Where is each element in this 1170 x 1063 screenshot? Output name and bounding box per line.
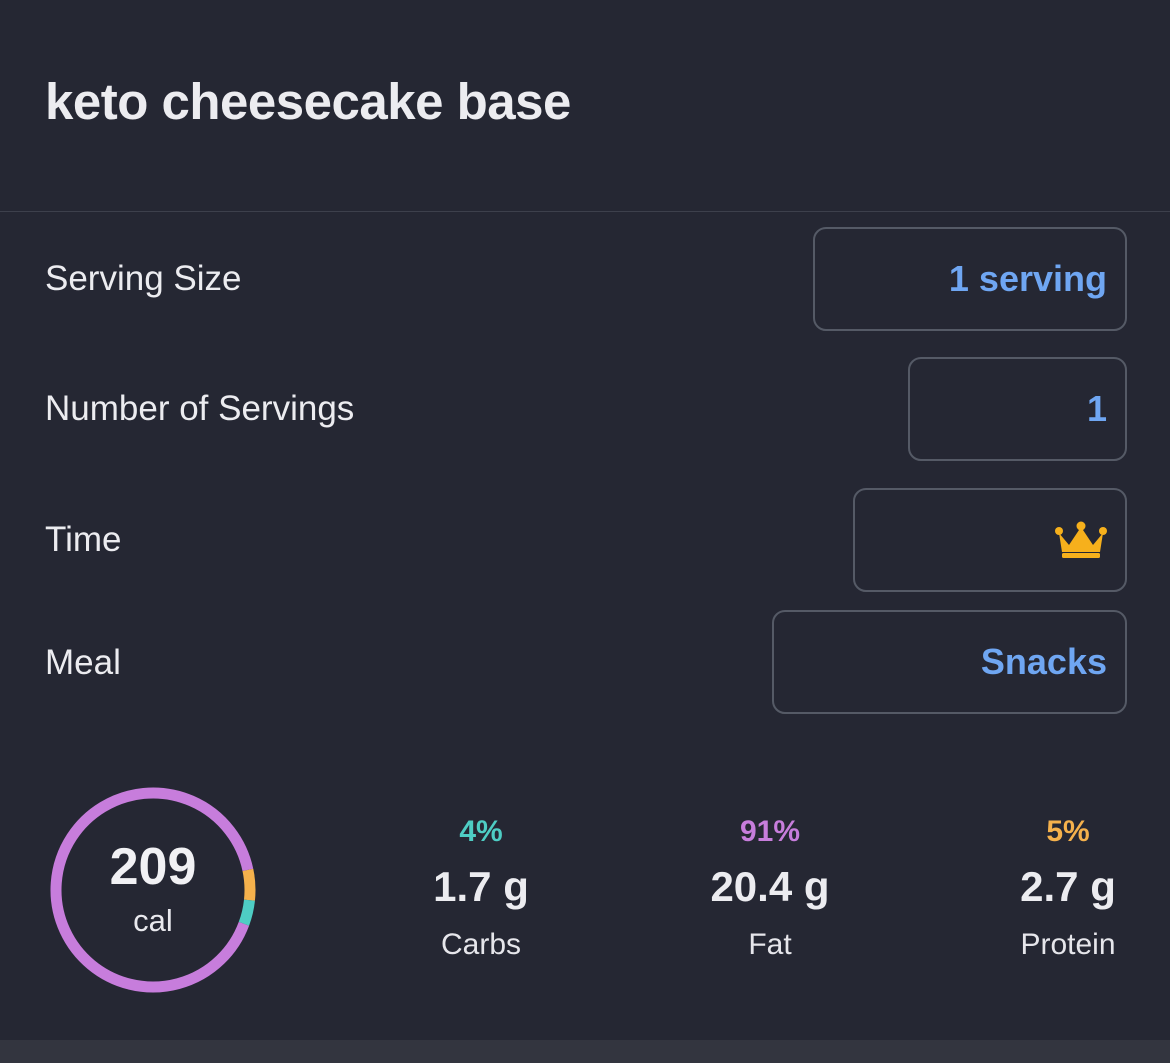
- ring-arc-fat: [50, 787, 254, 993]
- fat-percent: 91%: [739, 815, 801, 848]
- ring-arc-protein: [242, 868, 256, 901]
- carbs-grams: 1.7 g: [433, 863, 529, 910]
- fat-grams: 20.4 g: [710, 863, 830, 910]
- protein-grams: 2.7 g: [1020, 863, 1116, 910]
- time-field[interactable]: [853, 488, 1127, 592]
- serving-size-field[interactable]: 1 serving: [813, 227, 1127, 331]
- ring-arc-carbs: [238, 899, 255, 926]
- calorie-value: 209: [109, 838, 197, 896]
- fat-label: Fat: [748, 928, 792, 961]
- macro-fat: 91% 20.4 g Fat: [670, 815, 870, 965]
- meal-value: Snacks: [980, 641, 1107, 682]
- number-of-servings-value: 1: [1086, 388, 1107, 429]
- carbs-label: Carbs: [440, 928, 522, 961]
- food-title: keto cheesecake base: [45, 73, 571, 130]
- bottom-bar: [0, 1040, 1170, 1063]
- meal-field[interactable]: Snacks: [772, 610, 1127, 714]
- number-of-servings-field[interactable]: 1: [908, 357, 1127, 461]
- calorie-ring: [50, 787, 256, 993]
- serving-size-label: Serving Size: [45, 259, 242, 298]
- carbs-percent: 4%: [459, 815, 503, 848]
- number-of-servings-label: Number of Servings: [45, 389, 355, 428]
- protein-percent: 5%: [1046, 815, 1090, 848]
- calorie-summary: 209 cal: [48, 785, 258, 995]
- crown-icon: [1055, 521, 1107, 559]
- protein-label: Protein: [1020, 928, 1116, 961]
- macro-carbs: 4% 1.7 g Carbs: [381, 815, 581, 965]
- time-label: Time: [45, 520, 122, 559]
- serving-size-value: 1 serving: [948, 258, 1107, 299]
- calorie-unit: cal: [133, 903, 173, 938]
- macro-protein: 5% 2.7 g Protein: [968, 815, 1168, 965]
- meal-label: Meal: [45, 643, 121, 682]
- header-divider: [0, 211, 1170, 212]
